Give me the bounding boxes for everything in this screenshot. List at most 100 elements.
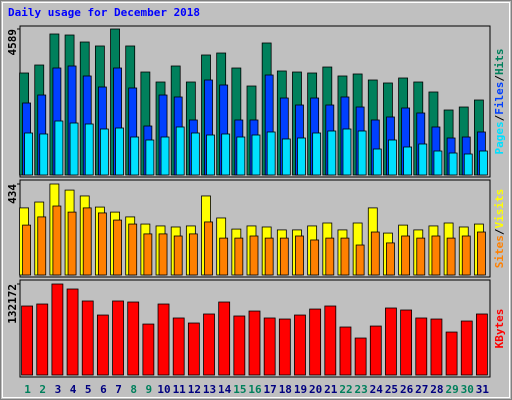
x-tick-label: 4: [70, 383, 77, 396]
bar: [172, 317, 185, 376]
bar: [388, 139, 397, 176]
x-tick-label: 14: [218, 383, 232, 396]
bar: [403, 146, 413, 176]
bar: [143, 233, 153, 276]
x-tick-label: 23: [355, 383, 368, 396]
bar: [218, 301, 231, 376]
x-tick-label: 31: [476, 383, 490, 396]
bar: [81, 300, 94, 376]
bar: [309, 308, 322, 376]
bar: [69, 122, 79, 176]
bar: [430, 318, 443, 376]
bar: [96, 314, 109, 376]
bar: [51, 283, 64, 376]
bar: [130, 136, 140, 176]
bar: [22, 224, 31, 276]
bar: [446, 237, 456, 276]
bar: [187, 322, 200, 376]
x-tick-label: 28: [430, 383, 443, 396]
bar: [385, 307, 397, 376]
bar: [479, 150, 488, 176]
x-tick-label: 15: [233, 383, 246, 396]
bar: [297, 137, 306, 176]
bar: [160, 136, 170, 176]
bar: [418, 143, 428, 176]
bar: [24, 132, 33, 176]
x-tick-label: 20: [309, 383, 322, 396]
bar: [251, 134, 261, 176]
bar: [190, 132, 200, 176]
bar: [54, 120, 64, 176]
bar: [145, 139, 155, 176]
bar: [342, 128, 352, 176]
bar: [433, 150, 443, 176]
bar: [445, 331, 458, 376]
bar: [158, 233, 168, 276]
legend: KBytes: [493, 309, 506, 349]
x-tick-label: 24: [370, 383, 384, 396]
legend: Sites/Visits: [493, 189, 506, 269]
chart-title: Daily usage for December 2018: [8, 6, 200, 19]
bar: [188, 233, 198, 276]
bar: [463, 153, 473, 176]
bar: [357, 130, 367, 176]
x-tick-label: 17: [264, 383, 277, 396]
bar: [21, 305, 33, 376]
bar: [339, 326, 352, 376]
bar: [206, 134, 215, 176]
x-tick-label: 27: [415, 383, 428, 396]
bar: [113, 219, 122, 276]
bar: [294, 314, 306, 376]
bar: [115, 127, 124, 176]
bar: [401, 235, 411, 276]
legend-entry: Sites: [493, 235, 506, 268]
x-tick-label: 3: [55, 383, 62, 396]
x-tick-label: 8: [130, 383, 137, 396]
legend-entry: Files: [493, 82, 506, 115]
legend-entry: Visits: [493, 189, 506, 229]
bar: [233, 315, 246, 376]
y-tick-label: 132172: [6, 284, 19, 324]
x-tick-label: 10: [157, 383, 170, 396]
x-tick-label: 6: [100, 383, 107, 396]
bar: [340, 237, 350, 276]
bar: [295, 235, 304, 276]
x-tick-label: 26: [400, 383, 414, 396]
x-tick-label: 19: [294, 383, 307, 396]
bar: [82, 207, 92, 276]
legend: Pages/Files/Hits: [493, 49, 506, 155]
bar: [39, 133, 49, 176]
bar: [431, 235, 441, 276]
legend-entry: KBytes: [493, 309, 506, 349]
x-tick-label: 18: [279, 383, 292, 396]
bar: [327, 130, 337, 176]
bar: [461, 235, 471, 276]
bar: [400, 309, 413, 376]
bar: [416, 237, 426, 276]
y-tick-label: 434: [6, 184, 19, 204]
bar: [234, 237, 244, 276]
bar: [203, 313, 215, 376]
legend-separator: /: [493, 228, 506, 235]
x-tick-label: 1: [24, 383, 31, 396]
bar: [355, 244, 365, 276]
bar: [460, 320, 473, 376]
bar: [281, 138, 291, 176]
bar: [128, 223, 138, 276]
x-tick-label: 22: [339, 383, 352, 396]
x-tick-label: 9: [146, 383, 153, 396]
legend-entry: Pages: [493, 121, 506, 154]
bar: [36, 303, 49, 376]
bar: [372, 148, 382, 176]
legend-entry: Hits: [493, 49, 506, 76]
bar: [415, 317, 428, 376]
bar: [386, 242, 395, 276]
bar: [324, 305, 337, 376]
bar: [142, 323, 155, 376]
bar: [221, 133, 231, 176]
bar: [236, 136, 246, 176]
bar: [477, 231, 486, 276]
bar: [263, 317, 276, 376]
